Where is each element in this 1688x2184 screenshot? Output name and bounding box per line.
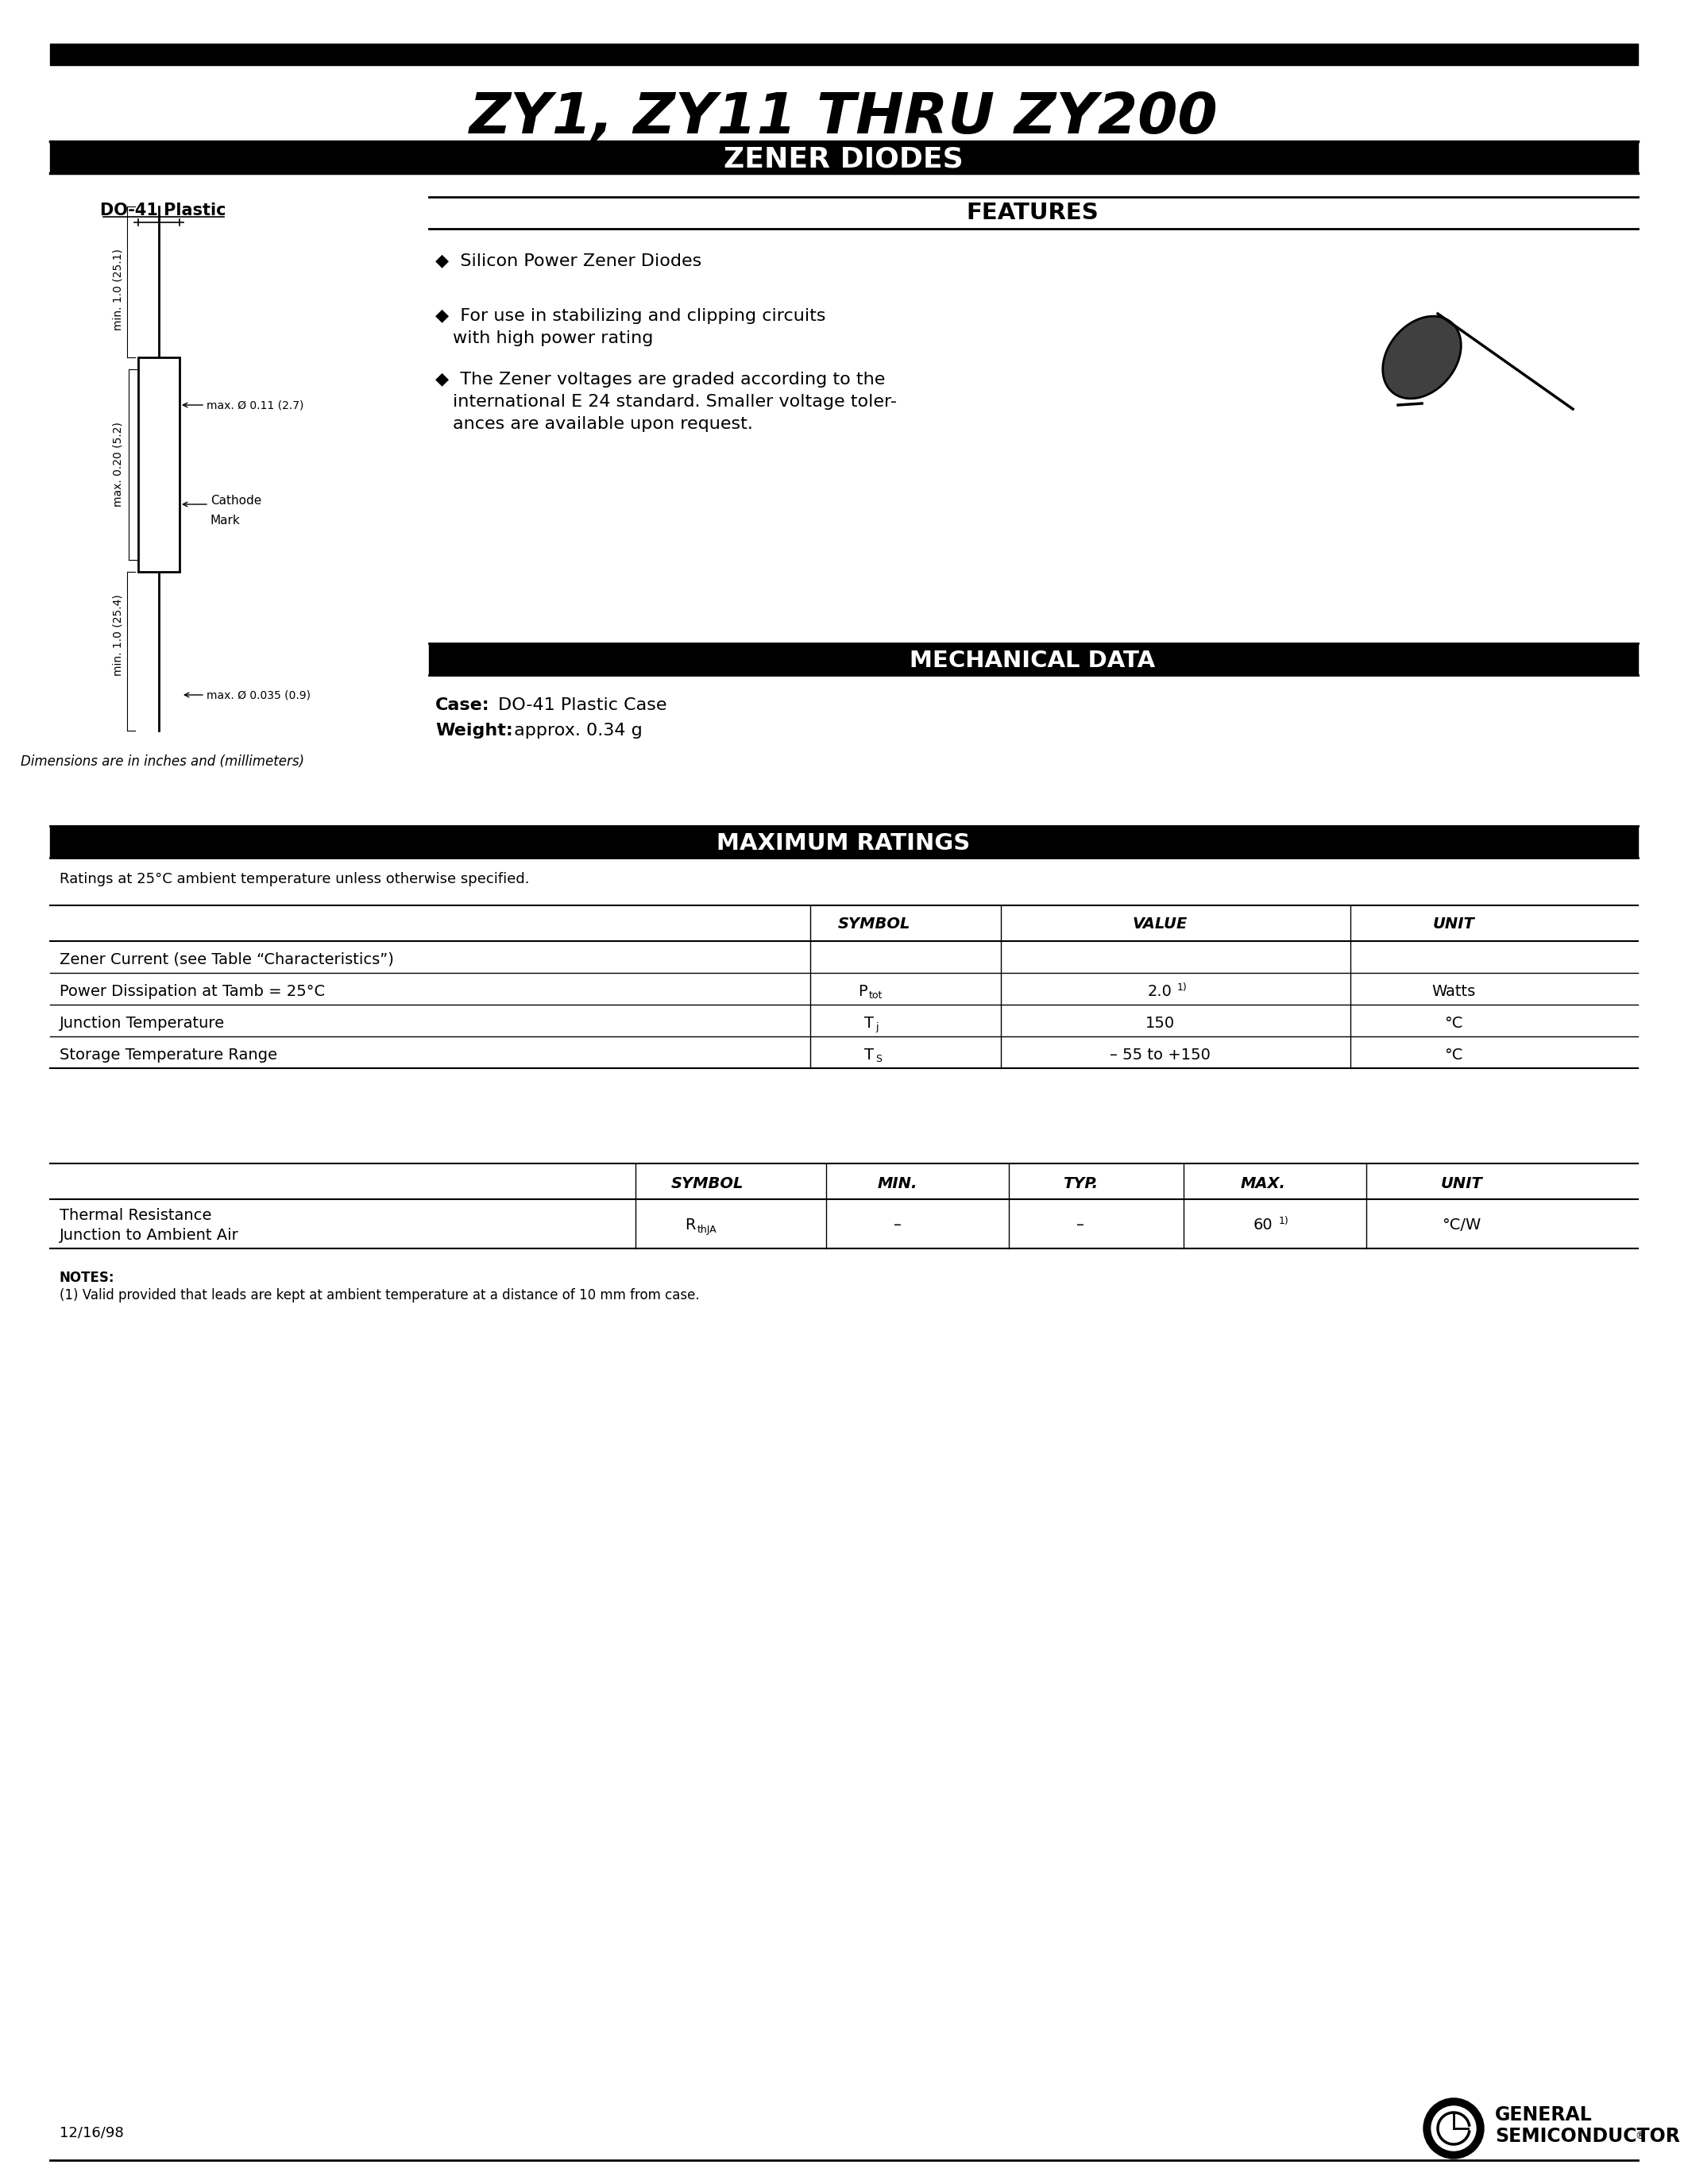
Text: 1): 1) [1280,1216,1290,1225]
Text: max. Ø 0.11 (2.7): max. Ø 0.11 (2.7) [206,400,304,411]
Text: – 55 to +150: – 55 to +150 [1109,1046,1210,1061]
Text: Power Dissipation at Tamb = 25°C: Power Dissipation at Tamb = 25°C [59,983,326,998]
Text: –: – [1077,1216,1084,1232]
Text: MIN.: MIN. [878,1175,918,1190]
Text: °C: °C [1445,1016,1463,1031]
Circle shape [1423,2099,1484,2158]
Text: 150: 150 [1144,1016,1175,1031]
Text: °C: °C [1445,1046,1463,1061]
Text: MAX.: MAX. [1241,1175,1286,1190]
Text: VALUE: VALUE [1133,915,1187,930]
Text: Junction to Ambient Air: Junction to Ambient Air [59,1227,240,1243]
Text: ®: ® [1634,2132,1644,2143]
Text: Cathode: Cathode [211,494,262,507]
Text: ◆  For use in stabilizing and clipping circuits: ◆ For use in stabilizing and clipping ci… [436,308,825,323]
Text: max. 0.20 (5.2): max. 0.20 (5.2) [111,422,123,507]
Text: Case:: Case: [436,697,490,714]
Text: SEMICONDUCTOR: SEMICONDUCTOR [1496,2127,1680,2147]
Text: P: P [858,983,868,998]
Text: Junction Temperature: Junction Temperature [59,1016,225,1031]
Text: with high power rating: with high power rating [452,330,653,347]
Text: ances are available upon request.: ances are available upon request. [452,417,753,432]
Text: MECHANICAL DATA: MECHANICAL DATA [910,649,1155,673]
Text: SYMBOL: SYMBOL [837,915,910,930]
Text: min. 1.0 (25.1): min. 1.0 (25.1) [111,249,123,330]
Text: °C/W: °C/W [1442,1216,1480,1232]
Ellipse shape [1382,317,1462,397]
Text: R: R [685,1216,695,1232]
Text: ◆  Silicon Power Zener Diodes: ◆ Silicon Power Zener Diodes [436,253,702,269]
Text: Watts: Watts [1431,983,1475,998]
Text: Weight:: Weight: [436,723,513,738]
Text: S: S [876,1053,881,1064]
Text: NOTES:: NOTES: [59,1271,115,1284]
Text: DO-41 Plastic: DO-41 Plastic [100,203,226,218]
Text: SYMBOL: SYMBOL [670,1175,743,1190]
Circle shape [1431,2105,1475,2151]
Text: max. Ø 0.035 (0.9): max. Ø 0.035 (0.9) [206,690,311,701]
Text: T: T [864,1046,874,1061]
Text: FEATURES: FEATURES [967,201,1099,225]
Text: international E 24 standard. Smaller voltage toler-: international E 24 standard. Smaller vol… [452,393,896,411]
Text: 60: 60 [1252,1216,1273,1232]
Text: ZENER DIODES: ZENER DIODES [724,146,964,173]
Text: 12/16/98: 12/16/98 [59,2125,123,2140]
Text: –: – [893,1216,901,1232]
Text: thJA: thJA [697,1225,717,1234]
Text: Mark: Mark [211,513,240,526]
Text: (1) Valid provided that leads are kept at ambient temperature at a distance of 1: (1) Valid provided that leads are kept a… [59,1289,699,1302]
Text: approx. 0.34 g: approx. 0.34 g [508,723,643,738]
Text: tot: tot [869,989,883,1000]
Bar [138,358,179,572]
Text: min. 1.0 (25.4): min. 1.0 (25.4) [111,594,123,677]
Text: 2.0: 2.0 [1148,983,1171,998]
Text: UNIT: UNIT [1440,1175,1482,1190]
Text: TYP.: TYP. [1063,1175,1097,1190]
Text: Zener Current (see Table “Characteristics”): Zener Current (see Table “Characteristic… [59,952,393,968]
Text: MAXIMUM RATINGS: MAXIMUM RATINGS [717,832,971,854]
Text: Thermal Resistance: Thermal Resistance [59,1208,211,1223]
Text: 1): 1) [1177,983,1187,992]
Text: UNIT: UNIT [1433,915,1475,930]
Text: j: j [876,1022,878,1033]
Text: GENERAL: GENERAL [1496,2105,1592,2125]
Text: ◆  The Zener voltages are graded according to the: ◆ The Zener voltages are graded accordin… [436,371,885,387]
Text: Ratings at 25°C ambient temperature unless otherwise specified.: Ratings at 25°C ambient temperature unle… [59,871,530,887]
Text: DO-41 Plastic Case: DO-41 Plastic Case [493,697,667,714]
Text: T: T [864,1016,874,1031]
Text: Dimensions are in inches and (millimeters): Dimensions are in inches and (millimeter… [20,753,304,769]
Text: ZY1, ZY11 THRU ZY200: ZY1, ZY11 THRU ZY200 [469,90,1219,144]
Text: Storage Temperature Range: Storage Temperature Range [59,1046,277,1061]
